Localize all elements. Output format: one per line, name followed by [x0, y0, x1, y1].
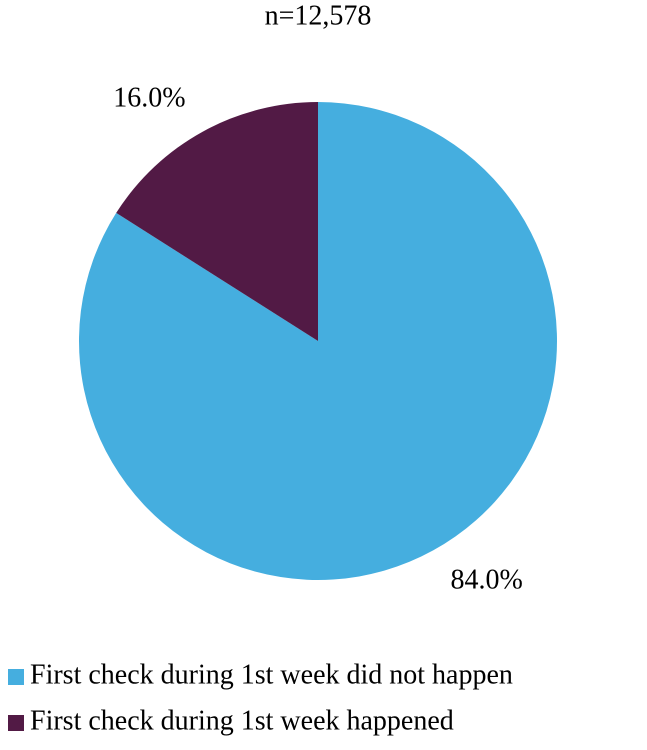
legend-label: First check during 1st week did not happ…	[30, 659, 513, 690]
pie-slice	[116, 102, 318, 341]
chart-title: n=12,578	[265, 0, 372, 31]
legend-swatch	[8, 669, 24, 685]
data-label: 16.0%	[113, 82, 185, 113]
data-label: 84.0%	[450, 564, 522, 595]
legend-label: First check during 1st week happened	[30, 705, 454, 736]
legend-swatch	[8, 715, 24, 731]
